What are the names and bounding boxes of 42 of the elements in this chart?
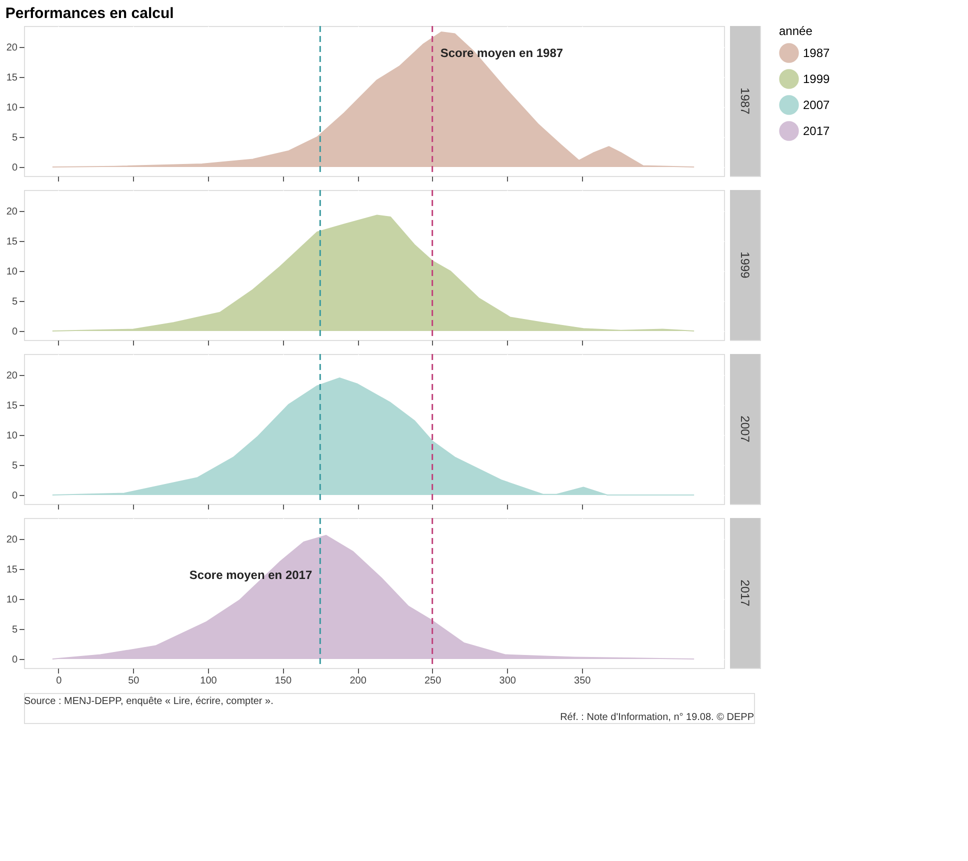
y-tick-label: 5 (12, 296, 18, 308)
chart-title: Performances en calcul (5, 4, 174, 22)
y-tick-label: 15 (6, 72, 18, 84)
x-tick-label: 200 (350, 676, 367, 686)
x-tick-label: 0 (56, 676, 62, 686)
y-tick-label: 5 (12, 132, 18, 144)
x-tick-label: 350 (574, 676, 592, 686)
y-tick-label: 10 (6, 594, 18, 606)
text: 2007 (738, 416, 752, 442)
y-tick-label: 15 (6, 564, 18, 576)
y-tick-label: 10 (6, 266, 18, 278)
y-tick-label: 20 (6, 534, 18, 546)
y-tick-label: 20 (6, 370, 18, 382)
text: Réf. : Note d'Information, n° 19.08. © DEPP (560, 712, 754, 723)
y-tick-label: 20 (6, 206, 18, 218)
annotation: Score moyen en 2017 (189, 568, 312, 582)
y-tick-label: 15 (6, 400, 18, 412)
legend-title: année (779, 24, 813, 38)
x-tick-label: 50 (128, 676, 140, 686)
y-tick-label: 5 (12, 624, 18, 636)
y-tick-label: 0 (12, 490, 18, 502)
y-tick-label: 10 (6, 430, 18, 442)
legend-label: 1987 (803, 46, 830, 60)
legend-label: 2017 (803, 124, 830, 138)
x-tick-label: 300 (499, 676, 516, 686)
y-tick-label: 0 (12, 654, 18, 666)
text: 1999 (738, 252, 752, 278)
y-tick-label: 20 (6, 42, 18, 54)
annotation: Score moyen en 1987 (440, 46, 564, 60)
y-tick-label: 0 (12, 326, 18, 338)
y-tick-label: 10 (6, 102, 18, 114)
y-tick-label: 15 (6, 236, 18, 248)
legend-label: 1999 (803, 72, 830, 86)
text: 1987 (738, 88, 752, 114)
legend-label: 2007 (803, 98, 830, 112)
x-tick-label: 150 (274, 676, 292, 686)
x-tick-label: 100 (200, 676, 218, 686)
y-tick-label: 0 (12, 162, 18, 174)
source-note: Source : MENJ-DEPP, enquête « Lire, écrire, compter ». (24, 696, 274, 707)
x-tick-label: 250 (424, 676, 442, 686)
y-tick-label: 5 (12, 460, 18, 472)
text: 2017 (738, 580, 752, 606)
